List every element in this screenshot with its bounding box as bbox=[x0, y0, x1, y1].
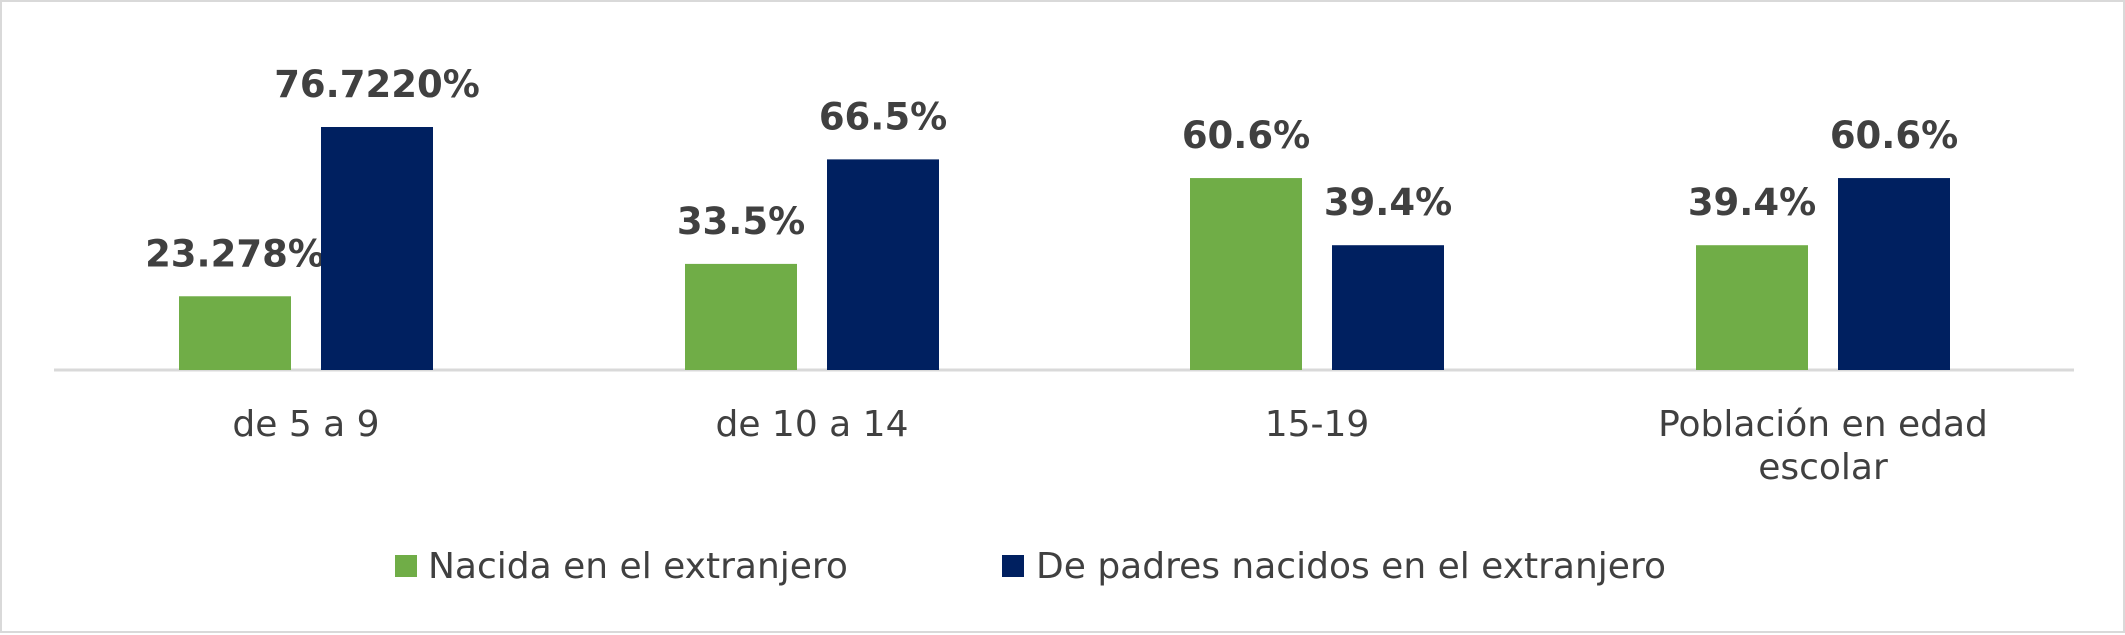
category-label-2: de 10 a 14 bbox=[715, 404, 908, 445]
category-label-4: Población en edad escolar bbox=[1658, 404, 1988, 488]
data-label-series1-cat1: 23.278% bbox=[145, 232, 325, 275]
legend-swatch-2 bbox=[1002, 555, 1024, 577]
bar-series1-cat2 bbox=[685, 263, 797, 370]
data-label-series2-cat2: 66.5% bbox=[819, 95, 947, 138]
bar-series2-cat2 bbox=[827, 159, 939, 370]
data-label-series1-cat3: 60.6% bbox=[1182, 114, 1310, 157]
bar-series2-cat3 bbox=[1332, 245, 1444, 370]
bar-series1-cat3 bbox=[1190, 178, 1302, 370]
bar-series1-cat1 bbox=[179, 296, 291, 370]
legend-swatch-1 bbox=[395, 555, 417, 577]
category-label-1: de 5 a 9 bbox=[232, 404, 379, 445]
bar-series2-cat4 bbox=[1838, 178, 1950, 370]
bar-series2-cat1 bbox=[321, 127, 433, 370]
bar-series1-cat4 bbox=[1696, 245, 1808, 370]
data-label-series1-cat4: 39.4% bbox=[1688, 181, 1816, 224]
data-label-series2-cat1: 76.7220% bbox=[274, 63, 480, 106]
data-label-series2-cat4: 60.6% bbox=[1830, 114, 1958, 157]
legend-label-2: De padres nacidos en el extranjero bbox=[1036, 546, 1666, 587]
legend-label-1: Nacida en el extranjero bbox=[428, 546, 848, 587]
data-label-series1-cat2: 33.5% bbox=[677, 200, 805, 243]
data-label-series2-cat3: 39.4% bbox=[1324, 181, 1452, 224]
category-label-3: 15-19 bbox=[1265, 404, 1370, 445]
